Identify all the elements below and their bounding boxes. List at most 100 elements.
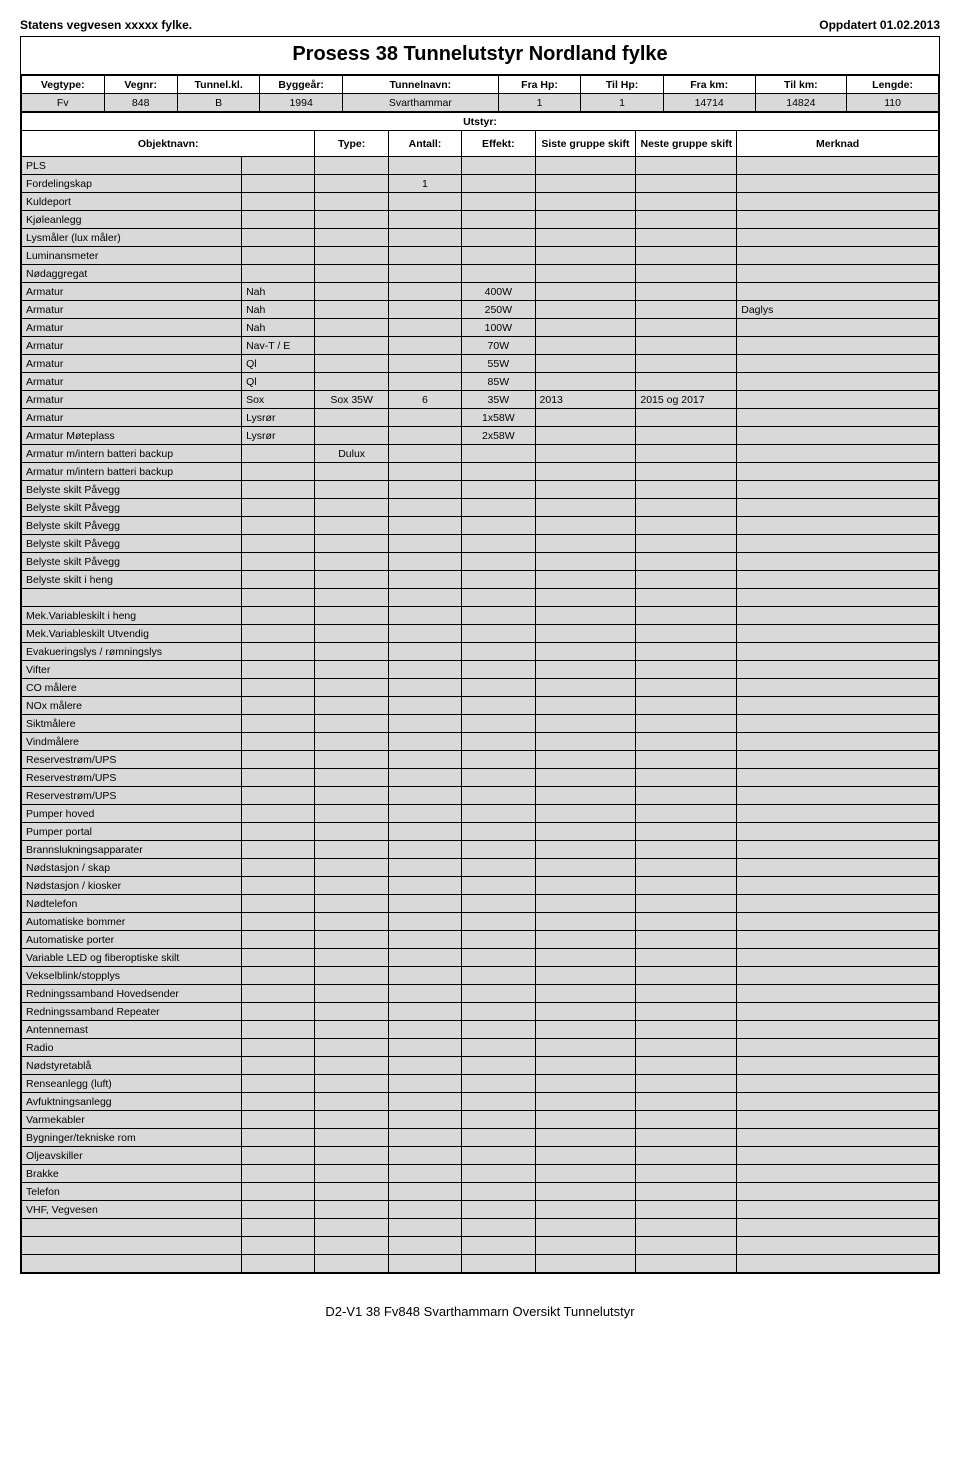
cell [737,1201,939,1219]
cell [636,1057,737,1075]
cell [315,175,388,193]
cell [22,589,242,607]
cell [737,247,939,265]
table-row: CO målere [22,679,939,697]
cell [315,625,388,643]
table-row [22,1237,939,1255]
main-table: Utstyr: Objektnavn:Type:Antall:Effekt:Si… [21,112,939,1273]
table-row: Nødtelefon [22,895,939,913]
table-row: Reservestrøm/UPS [22,751,939,769]
table-row: Belyste skilt Påvegg [22,481,939,499]
table-row: ArmaturLysrør1x58W [22,409,939,427]
table-row: Automatiske bommer [22,913,939,931]
cell [315,859,388,877]
table-row: Pumper hoved [22,805,939,823]
cell [388,481,461,499]
cell [737,193,939,211]
cell [737,769,939,787]
cell [315,751,388,769]
cell [242,787,315,805]
table-row: Belyste skilt Påvegg [22,535,939,553]
cell [315,769,388,787]
cell [737,283,939,301]
cell [315,607,388,625]
cell [462,445,535,463]
cell [315,823,388,841]
cell [462,931,535,949]
cell [462,157,535,175]
cell [242,985,315,1003]
cell [737,805,939,823]
cell [388,157,461,175]
table-row: Belyste skilt Påvegg [22,499,939,517]
cell: Daglys [737,301,939,319]
cell: Nav-T / E [242,337,315,355]
cell [388,1147,461,1165]
cell: VHF, Vegvesen [22,1201,242,1219]
cell [535,229,636,247]
cell [636,265,737,283]
meta-header-row: Vegtype:Vegnr:Tunnel.kl.Byggeår:Tunnelna… [22,76,939,94]
cell [242,265,315,283]
cell [315,1075,388,1093]
cell [242,895,315,913]
cell: Renseanlegg (luft) [22,1075,242,1093]
table-row: Nødaggregat [22,265,939,283]
cell: Varmekabler [22,1111,242,1129]
cell [535,625,636,643]
cell [315,265,388,283]
cell [242,643,315,661]
cell [535,1075,636,1093]
utstyr-row: Utstyr: [22,113,939,131]
cell [535,1003,636,1021]
cell [242,463,315,481]
cell [315,949,388,967]
cell [315,1021,388,1039]
cell [535,337,636,355]
table-row: Belyste skilt Påvegg [22,553,939,571]
cell: Lysmåler (lux måler) [22,229,242,247]
cell [535,283,636,301]
cell [462,1183,535,1201]
cell [315,1003,388,1021]
cell [242,1129,315,1147]
cell: Evakueringslys / rømningslys [22,643,242,661]
cell [242,445,315,463]
cell [535,895,636,913]
cell [737,985,939,1003]
cell [242,211,315,229]
cell: Belyste skilt Påvegg [22,535,242,553]
cell: Redningssamband Repeater [22,1003,242,1021]
cell [388,1129,461,1147]
cell [462,1075,535,1093]
cell: Bygninger/tekniske rom [22,1129,242,1147]
cell [636,301,737,319]
cell [462,1201,535,1219]
cell [737,355,939,373]
cell [636,895,737,913]
cell [388,517,461,535]
cell [636,1255,737,1273]
cell: Nødstyretablå [22,1057,242,1075]
cell [242,589,315,607]
cell [636,841,737,859]
cell: Sox [242,391,315,409]
cell [535,769,636,787]
cell [535,355,636,373]
cell [462,1021,535,1039]
cell [388,301,461,319]
cell [388,1039,461,1057]
table-row [22,1219,939,1237]
table-row: Armatur m/intern batteri backup [22,463,939,481]
cell [388,373,461,391]
cell [242,733,315,751]
cell [737,1111,939,1129]
cell [242,193,315,211]
cell: Armatur [22,391,242,409]
cell [388,1165,461,1183]
cell [242,1255,315,1273]
cell [462,1147,535,1165]
cell [636,1075,737,1093]
cell [388,535,461,553]
cell: 250W [462,301,535,319]
